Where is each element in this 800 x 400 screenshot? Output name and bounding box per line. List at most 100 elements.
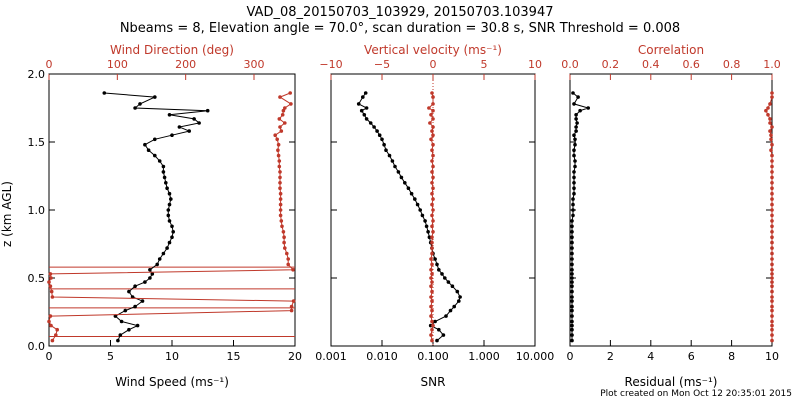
data-point bbox=[572, 153, 576, 158]
data-point bbox=[770, 175, 774, 180]
data-point bbox=[770, 299, 774, 303]
data-point bbox=[162, 175, 167, 180]
data-point bbox=[570, 235, 574, 239]
data-point bbox=[420, 213, 425, 218]
bottom-tick-label: 0 bbox=[567, 350, 574, 363]
data-point bbox=[171, 230, 175, 234]
data-point bbox=[430, 308, 434, 313]
data-point bbox=[430, 159, 434, 163]
data-point bbox=[458, 295, 462, 299]
data-point bbox=[586, 106, 590, 110]
data-point bbox=[187, 129, 191, 133]
data-point bbox=[135, 323, 140, 328]
top-tick-label: −10 bbox=[319, 58, 342, 71]
data-point bbox=[427, 235, 432, 239]
data-point bbox=[165, 246, 169, 250]
data-point bbox=[157, 257, 162, 261]
data-point bbox=[368, 121, 373, 125]
data-point bbox=[427, 106, 431, 110]
bottom-tick-label: 10 bbox=[165, 350, 179, 363]
data-point bbox=[170, 224, 174, 229]
data-point bbox=[770, 186, 774, 190]
top-tick-label: 10 bbox=[528, 58, 542, 71]
data-point bbox=[170, 133, 174, 137]
data-point bbox=[49, 323, 53, 328]
data-point bbox=[457, 299, 461, 303]
bottom-tick-label: 4 bbox=[647, 350, 654, 363]
data-point bbox=[273, 133, 278, 137]
data-point bbox=[133, 304, 137, 309]
data-point bbox=[430, 280, 434, 284]
top-tick-label: −5 bbox=[374, 58, 390, 71]
data-point bbox=[278, 95, 282, 99]
data-point bbox=[281, 108, 286, 113]
data-point bbox=[167, 113, 172, 117]
data-point bbox=[437, 268, 441, 272]
top-tick-label: 300 bbox=[244, 58, 265, 71]
data-point bbox=[431, 208, 435, 212]
data-point bbox=[572, 181, 576, 185]
data-point bbox=[770, 153, 774, 158]
bottom-tick-label: 5 bbox=[107, 350, 114, 363]
data-point bbox=[278, 181, 282, 185]
data-point bbox=[430, 181, 434, 185]
data-point bbox=[571, 202, 575, 207]
data-point bbox=[570, 272, 574, 276]
series-line-wind-speed bbox=[104, 92, 208, 341]
data-point bbox=[413, 197, 417, 201]
data-point bbox=[205, 108, 210, 113]
data-point bbox=[384, 148, 388, 152]
data-point bbox=[197, 121, 201, 125]
data-point bbox=[281, 230, 286, 234]
bottom-tick-label: 0.010 bbox=[366, 350, 398, 363]
data-point bbox=[770, 230, 774, 234]
data-point bbox=[573, 159, 577, 163]
data-point bbox=[573, 137, 577, 142]
data-point bbox=[452, 304, 457, 309]
data-point bbox=[431, 142, 435, 147]
data-point bbox=[570, 276, 574, 280]
data-point bbox=[167, 240, 172, 245]
data-point bbox=[167, 191, 172, 196]
data-point bbox=[570, 268, 574, 272]
data-point bbox=[47, 319, 51, 324]
data-point bbox=[770, 246, 774, 250]
data-point bbox=[54, 333, 58, 337]
data-point bbox=[50, 295, 55, 299]
data-point bbox=[153, 153, 157, 158]
data-point bbox=[576, 95, 580, 99]
bottom-tick-label: 8 bbox=[728, 350, 735, 363]
data-point bbox=[571, 91, 575, 95]
data-point bbox=[285, 251, 289, 256]
data-point bbox=[430, 289, 434, 294]
data-point bbox=[429, 284, 433, 289]
top-tick-label: 0.2 bbox=[602, 58, 620, 71]
data-point bbox=[570, 224, 574, 229]
data-point bbox=[768, 129, 772, 133]
data-point bbox=[430, 338, 434, 343]
data-point bbox=[166, 208, 171, 212]
data-point bbox=[770, 304, 774, 309]
data-point bbox=[133, 284, 137, 289]
data-point bbox=[429, 276, 433, 280]
data-point bbox=[278, 197, 283, 201]
data-point bbox=[770, 91, 774, 95]
data-point bbox=[570, 333, 574, 337]
top-tick-label: 0 bbox=[46, 58, 53, 71]
data-point bbox=[570, 262, 574, 267]
top-axis-label: Wind Direction (deg) bbox=[110, 43, 234, 57]
data-point bbox=[770, 314, 774, 318]
data-point bbox=[769, 133, 773, 137]
data-point bbox=[55, 327, 59, 332]
data-point bbox=[437, 327, 441, 332]
data-point bbox=[429, 113, 433, 117]
data-point bbox=[372, 125, 376, 129]
data-point bbox=[153, 95, 157, 99]
data-point bbox=[48, 272, 53, 276]
y-tick-label: 1.0 bbox=[28, 204, 46, 217]
data-point bbox=[429, 304, 433, 309]
figure-subtitle: Nbeams = 8, Elevation angle = 70.0°, sca… bbox=[120, 21, 680, 36]
data-point bbox=[430, 272, 434, 276]
data-point bbox=[770, 208, 774, 212]
data-point bbox=[283, 106, 287, 110]
